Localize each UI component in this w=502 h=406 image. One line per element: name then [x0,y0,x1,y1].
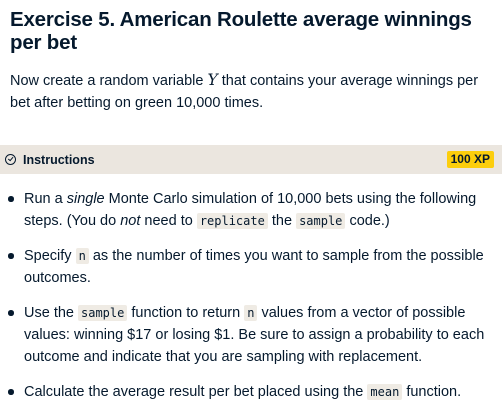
step-text: Run a [24,191,67,207]
instruction-step: Run a single Monte Carlo simulation of 1… [0,188,502,232]
math-variable: Y [207,71,218,89]
step-text: the [267,213,297,229]
inline-code: sample [78,305,128,321]
step-text: Specify [24,248,76,264]
inline-code: n [75,248,89,264]
step-text: need to [140,213,197,229]
instructions-list: Run a single Monte Carlo simulation of 1… [0,188,502,403]
step-text: Use the [24,305,78,321]
instructions-label: Instructions [23,152,95,167]
description-text: that contains your average winnings per … [10,73,479,111]
step-emphasis: not [120,213,141,229]
inline-code: sample [296,213,346,229]
xp-badge: 100 XP [446,151,494,168]
instruction-step: Use the sample function to return n valu… [0,302,502,368]
instruction-step: Specify n as the number of times you wan… [0,245,502,289]
inline-code: mean [367,384,403,400]
step-text: Calculate the average result per bet pla… [24,384,368,400]
step-emphasis: single [66,191,105,207]
inline-code: replicate [196,213,268,229]
step-text: values from a vector of possible values:… [24,305,485,365]
exercise-title: Exercise 5. American Roulette average wi… [10,8,472,54]
step-text: Monte Carlo simulation of 10,000 bets us… [24,191,477,229]
step-text: function. [402,384,462,400]
step-text: function to return [127,305,245,321]
description-text: Now create a random variable [10,73,208,89]
step-text: code.) [345,213,390,229]
check-circle-icon [5,154,16,165]
step-text: as the number of times you want to sampl… [24,248,484,286]
inline-code: n [244,305,258,321]
instruction-step: Calculate the average result per bet pla… [0,381,502,403]
instructions-header: Instructions 100 XP [0,145,502,174]
exercise-description: Now create a random variable Y that cont… [10,69,498,114]
